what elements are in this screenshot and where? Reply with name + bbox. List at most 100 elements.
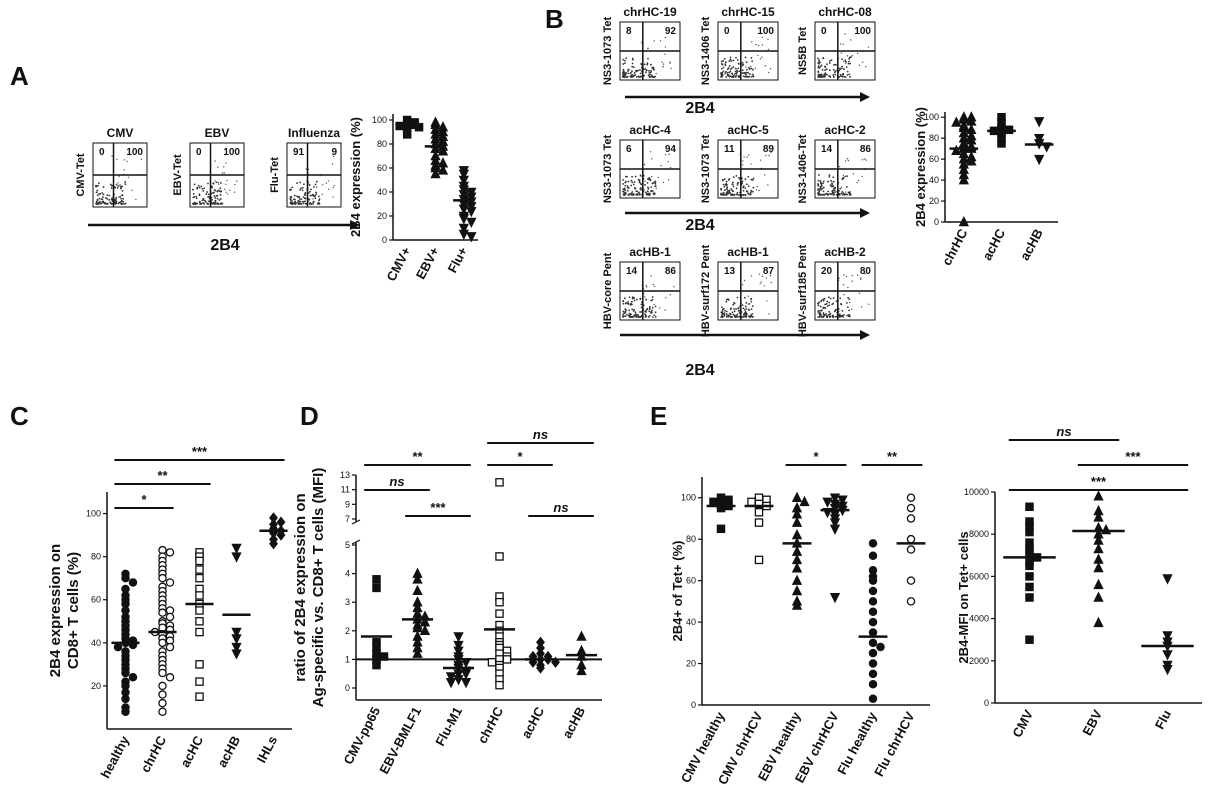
flow-event (747, 309, 750, 312)
flow-event (195, 195, 198, 198)
flow-event (735, 314, 738, 317)
point (165, 578, 175, 587)
flow-event (819, 185, 822, 188)
flow-event (212, 192, 214, 194)
flow-event (318, 198, 321, 201)
x-tick-label: healthy (98, 733, 133, 781)
axis-break (351, 539, 361, 545)
y-tick-label: 0 (934, 217, 939, 227)
flow-event (846, 306, 849, 309)
point (458, 185, 469, 196)
flow-event (649, 75, 652, 78)
flow-event (767, 48, 770, 51)
point (966, 155, 977, 166)
y-tick-label: 80 (929, 133, 939, 143)
point (951, 116, 962, 127)
flow-event (727, 314, 730, 317)
flow-event (308, 184, 311, 186)
flow-event (858, 292, 861, 294)
point (419, 624, 431, 636)
flow-title: chrHC-19 (623, 5, 677, 19)
flow-event (644, 314, 647, 317)
flow-event (737, 76, 740, 78)
flow-event (834, 70, 837, 73)
flow-event (664, 46, 667, 48)
flow-event (644, 71, 647, 74)
flow-event (195, 197, 198, 200)
flow-event (633, 186, 636, 189)
flow-event (294, 200, 297, 203)
flow-event (631, 191, 634, 193)
flow-event (825, 192, 828, 195)
point (402, 130, 412, 139)
flow-event (831, 182, 833, 185)
flow-title: acHB-1 (727, 245, 769, 259)
flow-event (122, 197, 125, 200)
flow-event (216, 190, 219, 193)
flow-ylabel: HBV-surf172 Pent (700, 245, 712, 338)
x-tick-label: Flu (1152, 707, 1174, 731)
flow-event (742, 63, 745, 66)
flow-event (631, 193, 634, 196)
flow-event (647, 47, 649, 50)
flow-event (650, 299, 653, 302)
flow-event (650, 309, 653, 312)
flow-event (625, 302, 627, 304)
quadrant-value: 0 (99, 147, 105, 158)
flow-event (216, 202, 219, 205)
flow-event (622, 63, 625, 65)
flow-event (640, 193, 643, 196)
flow-event (648, 71, 651, 74)
point (231, 543, 242, 555)
flow-event (761, 275, 764, 277)
flow-event (123, 203, 125, 205)
flow-event (844, 59, 847, 62)
flow-event (821, 309, 823, 312)
flow-event (827, 180, 829, 183)
quadrant-value: 100 (854, 26, 871, 37)
flow-event (667, 179, 670, 181)
point (1162, 650, 1173, 661)
flow-event (123, 159, 125, 161)
flow-event (309, 194, 312, 197)
flow-event (224, 188, 226, 191)
flow-event (622, 302, 625, 305)
flow-event (217, 189, 220, 192)
flow-event (102, 186, 105, 188)
point (195, 591, 204, 600)
flow-event (646, 308, 648, 311)
point (1093, 561, 1104, 573)
point (1093, 511, 1104, 522)
flow-event (643, 74, 645, 77)
flow-event (289, 195, 292, 198)
flow-event (650, 186, 653, 189)
flow-event (817, 310, 820, 313)
y-tick-label: 13 (340, 470, 350, 480)
flow-event (824, 72, 827, 74)
flow-event (119, 195, 122, 198)
flow-event (633, 181, 636, 183)
flow-event (727, 179, 730, 181)
point (466, 232, 477, 243)
flow-event (730, 188, 733, 190)
flow-event (863, 158, 866, 160)
x-tick-label: Flu-M1 (432, 704, 465, 748)
flow-event (840, 67, 843, 70)
flow-event (745, 68, 748, 71)
flow-event (820, 316, 823, 318)
flow-event (820, 300, 822, 303)
x-tick-label: acHB (1017, 226, 1046, 262)
y-tick-label: 6000 (969, 571, 989, 581)
flow-event (648, 308, 651, 311)
flow-event (631, 181, 634, 184)
flow-event (649, 73, 652, 76)
flow-event (750, 314, 753, 316)
flow-event (640, 42, 643, 44)
flow-event (212, 182, 215, 185)
point (1093, 616, 1104, 628)
point (822, 497, 833, 508)
flow-event (817, 304, 820, 307)
flow-event (652, 76, 655, 78)
point (747, 497, 756, 507)
point (837, 495, 848, 506)
